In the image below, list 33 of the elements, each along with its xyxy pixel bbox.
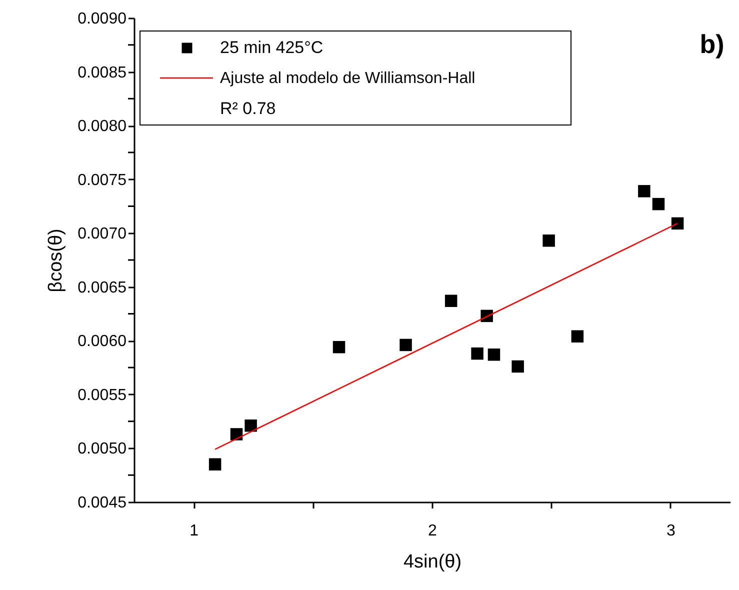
point	[542, 234, 555, 247]
point	[400, 338, 412, 352]
point	[571, 330, 584, 342]
point	[208, 458, 222, 470]
point	[671, 217, 684, 230]
y-tick-label: 0.0080	[78, 118, 127, 136]
point	[244, 420, 257, 432]
point	[512, 360, 524, 373]
y-tick-label: 0.0045	[78, 494, 127, 512]
legend-label: 25 min 425°C	[220, 38, 324, 57]
point	[652, 198, 665, 210]
y-tick-label: 0.0055	[78, 386, 127, 404]
x-tick-label: 1	[190, 522, 199, 540]
x-tick-label: 3	[666, 522, 676, 540]
y-tick-label: 0.0070	[78, 226, 127, 243]
point	[471, 347, 484, 360]
y-tick-label: 0.0065	[78, 279, 127, 296]
annotation: R² 0.78	[220, 99, 276, 118]
point	[444, 294, 458, 307]
x-axis-title: 4sin(θ)	[403, 552, 462, 572]
point	[332, 340, 346, 354]
y-tick-label: 0.0090	[78, 10, 127, 28]
y-tick-label: 0.0085	[78, 64, 127, 82]
x-tick-label: 2	[428, 522, 438, 540]
y-tick-label: 0.0060	[78, 333, 127, 350]
legend-label: Ajuste al modelo de Williamson-Hall	[220, 70, 476, 87]
point	[488, 348, 500, 361]
y-axis-title: βcos(θ)	[46, 228, 67, 292]
point	[638, 185, 650, 198]
annotation: b)	[700, 29, 724, 59]
point	[230, 428, 243, 440]
y-tick-label: 0.0075	[78, 172, 127, 189]
y-tick-label: 0.0050	[78, 440, 127, 458]
